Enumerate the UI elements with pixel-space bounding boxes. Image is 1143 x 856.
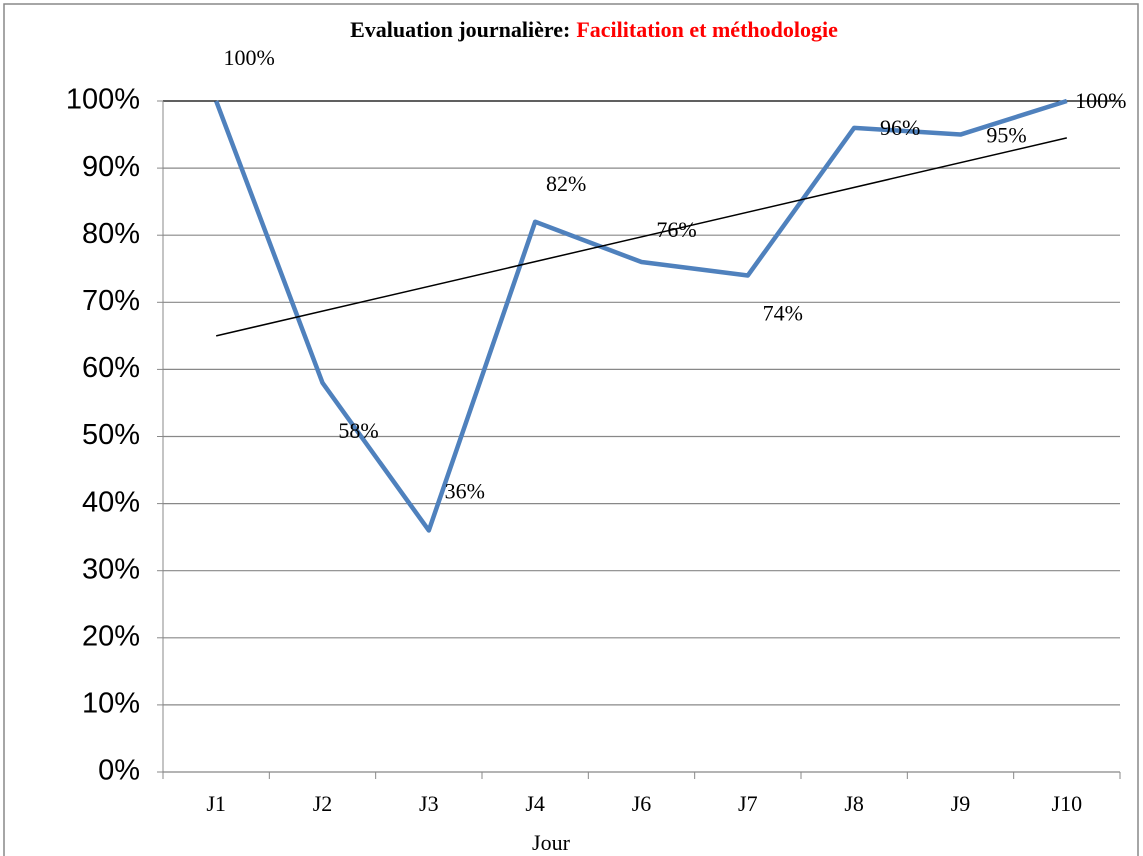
data-label: 76% — [656, 217, 696, 242]
y-tick-label: 10% — [82, 688, 140, 720]
x-tick-label: J2 — [313, 791, 333, 816]
y-tick-label: 50% — [82, 419, 140, 451]
x-tick-label: J4 — [525, 791, 545, 816]
x-tick-label: J7 — [738, 791, 758, 816]
x-tick-label: J9 — [951, 791, 971, 816]
y-tick-label: 100% — [66, 84, 140, 116]
x-tick-label: J6 — [632, 791, 652, 816]
y-tick-label: 60% — [82, 352, 140, 384]
chart-title: Evaluation journalière: Facilitation et m… — [350, 17, 838, 42]
series-line — [214, 98, 1068, 533]
y-tick-label: 70% — [82, 285, 140, 317]
y-tick-label: 80% — [82, 218, 140, 250]
title-part: Evaluation journalière: — [350, 17, 570, 42]
y-tick-label: 30% — [82, 553, 140, 585]
y-tick-label: 0% — [98, 755, 140, 787]
data-label: 96% — [880, 115, 920, 140]
chart-frame — [3, 3, 1139, 856]
title-highlight: Facilitation et méthodologie — [576, 17, 838, 42]
x-tick-label: J3 — [419, 791, 439, 816]
x-axis-label: Jour — [532, 830, 571, 855]
y-tick-label: 90% — [82, 151, 140, 183]
data-label: 100% — [224, 45, 275, 70]
x-tick-label: J1 — [206, 791, 226, 816]
data-label: 74% — [763, 301, 803, 326]
data-label: 82% — [546, 171, 586, 196]
data-label: 95% — [986, 123, 1026, 148]
data-label: 36% — [445, 478, 485, 503]
y-tick-label: 20% — [82, 620, 140, 652]
data-label: 100% — [1075, 88, 1126, 113]
data-label: 58% — [338, 418, 378, 443]
trend-line — [215, 137, 1068, 337]
x-tick-label: J10 — [1052, 791, 1083, 816]
y-tick-label: 40% — [82, 486, 140, 518]
x-tick-label: J8 — [844, 791, 864, 816]
